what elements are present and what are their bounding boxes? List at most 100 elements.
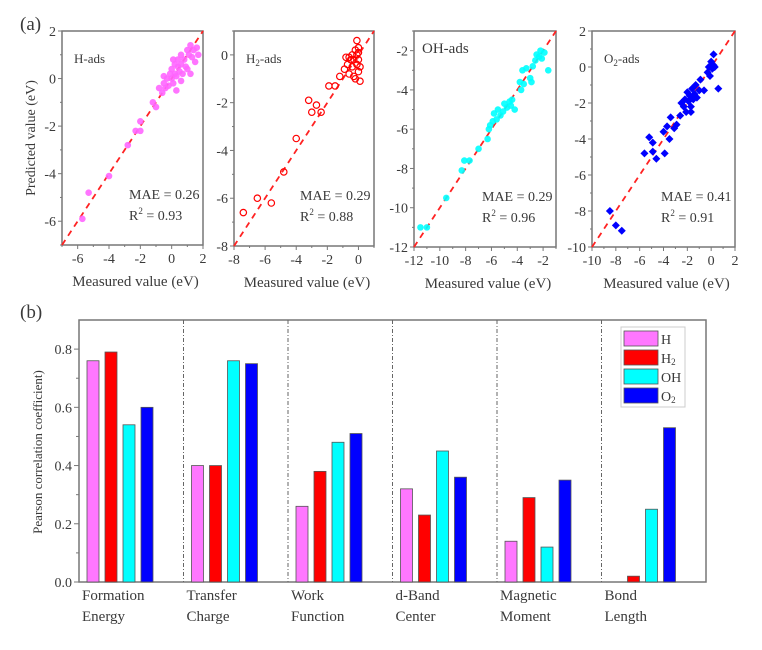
data-point xyxy=(85,189,92,196)
data-point xyxy=(187,70,194,78)
r2-annotation: R2 = 0.93 xyxy=(129,206,182,224)
data-point xyxy=(253,194,262,203)
x-tick-label: -6 xyxy=(72,252,84,267)
bar-h xyxy=(86,360,100,583)
legend-label: OH xyxy=(661,371,681,386)
x-tick-label: -8 xyxy=(610,254,622,269)
bar-h2 xyxy=(209,465,222,583)
y-tick-label: -2 xyxy=(396,45,408,60)
data-point xyxy=(193,44,201,51)
legend-swatch-h xyxy=(623,330,659,347)
bar-h2 xyxy=(522,497,536,583)
data-point xyxy=(691,81,700,89)
x-tick-label: -12 xyxy=(405,254,424,269)
data-point xyxy=(149,99,157,106)
scatter-ylabel: Predicted value (eV) xyxy=(24,80,39,196)
data-point xyxy=(714,84,723,93)
data-point xyxy=(666,113,675,122)
data-point xyxy=(124,141,132,149)
data-point xyxy=(640,149,649,158)
category-label: Charge xyxy=(187,609,230,625)
bar-chart: 0.0 0.2 0.4 0.6 0.8 Formation Energy Transfer Ch… xyxy=(55,319,707,625)
x-tick-label: -2 xyxy=(681,254,693,269)
data-point xyxy=(648,147,657,156)
y-tick-label: 0.2 xyxy=(55,518,73,533)
data-point xyxy=(461,157,468,164)
data-point xyxy=(648,138,657,147)
data-point xyxy=(672,120,681,129)
data-point xyxy=(494,106,502,113)
y-tick-label: -2 xyxy=(44,120,56,135)
y-tick-label: -6 xyxy=(574,169,586,184)
bar-oh xyxy=(331,441,345,583)
y-tick-label: -2 xyxy=(216,97,228,112)
bar-oh xyxy=(540,546,554,583)
y-tick-label: 0 xyxy=(221,49,228,64)
y-tick-label: 2 xyxy=(49,25,56,40)
data-point xyxy=(696,75,705,84)
legend-label: H xyxy=(661,333,671,348)
y-tick-label: -2 xyxy=(574,97,586,112)
x-tick-label: -10 xyxy=(583,254,602,269)
data-point xyxy=(279,168,288,176)
y-tick-label: -4 xyxy=(44,168,56,183)
data-point xyxy=(152,103,160,111)
category-label: Transfer xyxy=(187,588,237,604)
bar-o2 xyxy=(454,476,467,583)
data-point xyxy=(523,65,530,72)
y-tick-label: -6 xyxy=(396,123,408,138)
data-point xyxy=(682,108,691,116)
category-label: Magnetic xyxy=(500,588,557,604)
data-point xyxy=(709,50,718,59)
category-label: Energy xyxy=(82,609,126,625)
bar-oh xyxy=(122,424,136,583)
y-tick-label: -10 xyxy=(567,241,586,256)
data-point xyxy=(466,157,473,164)
y-tick-label: 2 xyxy=(579,25,586,40)
data-point xyxy=(184,65,191,73)
bar-oh xyxy=(227,360,240,583)
data-point xyxy=(160,72,168,80)
data-point xyxy=(155,84,163,92)
data-point xyxy=(354,67,363,76)
x-tick-label: -4 xyxy=(511,254,523,269)
data-point xyxy=(177,77,185,85)
category-label: Center xyxy=(396,609,436,625)
bar-o2 xyxy=(140,406,154,583)
x-tick-label: -2 xyxy=(134,252,146,267)
y-tick-label: -4 xyxy=(396,84,408,99)
data-point xyxy=(686,108,695,116)
data-point xyxy=(508,96,516,104)
legend-swatch-h2 xyxy=(623,349,659,366)
data-point xyxy=(645,133,654,142)
bar-h2 xyxy=(104,351,118,583)
data-point xyxy=(544,66,552,74)
bar-oh xyxy=(436,450,449,583)
y-tick-label: 0 xyxy=(579,61,586,76)
mae-annotation: MAE = 0.41 xyxy=(661,190,732,205)
x-axis-label: Measured value (eV) xyxy=(72,274,199,290)
x-tick-label: 0 xyxy=(168,252,175,267)
category-label: Bond xyxy=(605,588,638,604)
bar-h xyxy=(400,488,413,583)
panel-title: O2-ads xyxy=(604,51,640,68)
data-point xyxy=(652,154,661,163)
bar-o2 xyxy=(663,427,676,583)
data-point xyxy=(475,145,482,153)
y-tick-label: 0.6 xyxy=(55,401,73,416)
data-point xyxy=(188,53,196,61)
parity-line xyxy=(233,30,375,247)
data-point xyxy=(174,56,182,63)
y-tick-label: -10 xyxy=(389,202,408,217)
bar-h2 xyxy=(418,514,431,583)
data-point xyxy=(605,207,614,215)
data-point xyxy=(617,226,626,235)
bar-h xyxy=(191,465,204,583)
data-point xyxy=(356,77,364,85)
data-point xyxy=(173,87,180,94)
category-label: Work xyxy=(291,588,324,604)
y-tick-label: 0 xyxy=(49,73,56,88)
data-point xyxy=(137,118,144,125)
x-tick-label: -4 xyxy=(103,252,115,267)
y-tick-label: 0.4 xyxy=(55,460,73,475)
